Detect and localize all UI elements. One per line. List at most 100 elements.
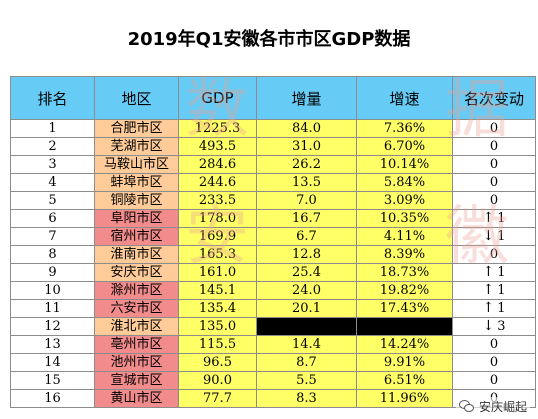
gdp-cell: 90.0 [178,371,257,390]
gdp-cell: 135.0 [178,317,257,336]
growth-rate-cell: 4.11% [356,227,453,246]
growth-rate-cell: 6.70% [356,137,453,156]
region-cell: 宣城市区 [94,371,179,390]
table-row: 14 池州市区 96.5 8.7 9.91% 0 [10,353,536,372]
gdp-cell: 1225.3 [178,119,257,138]
rank-change-value: 0 [489,121,499,136]
increment-cell: 7.0 [256,191,357,210]
gdp-cell: 284.6 [178,155,257,174]
rank-change-cell: ↑ 1 [452,263,536,282]
rank-change-cell: 0 [452,353,536,372]
growth-rate-cell: 8.39% [356,245,453,264]
table-row: 13 亳州市区 115.5 14.4 14.24% 0 [10,335,536,354]
rank-change-value: 0 [489,337,499,352]
rank-cell: 9 [10,263,95,282]
arrow-up-icon: ↑ [482,264,495,281]
table-row: 6 阜阳市区 178.0 16.7 10.35% ↑ 1 [10,209,536,228]
increment-cell: 26.2 [256,155,357,174]
increment-cell: 14.4 [256,335,357,354]
table-row: 15 宣城市区 90.0 5.5 6.51% 0 [10,371,536,390]
gdp-cell: 233.5 [178,191,257,210]
increment-cell: 84.0 [256,119,357,138]
gdp-cell: 96.5 [178,353,257,372]
rank-change-value: 0 [489,355,499,370]
region-cell: 宿州市区 [94,227,179,246]
wechat-icon [458,400,475,413]
rank-change-value: 1 [497,283,506,298]
increment-cell: 8.7 [256,353,357,372]
rank-cell: 6 [10,209,95,228]
rank-change-value: 1 [497,211,506,226]
gdp-cell: 493.5 [178,137,257,156]
gdp-cell: 135.4 [178,299,257,318]
rank-cell: 15 [10,371,95,390]
arrow-up-icon: ↑ [482,300,495,317]
header-rank-change: 名次变动 [452,76,536,120]
rank-change-cell: 0 [452,245,536,264]
header-growth-rate: 增速 [356,76,453,120]
rank-change-value: 0 [489,157,499,172]
rank-change-value: 0 [489,175,499,190]
increment-cell: 8.3 [256,389,357,408]
increment-cell: 25.4 [256,263,357,282]
growth-rate-cell: 6.51% [356,371,453,390]
growth-rate-cell: 10.14% [356,155,453,174]
rank-cell: 12 [10,317,95,336]
table-row: 2 芜湖市区 493.5 31.0 6.70% 0 [10,137,536,156]
region-cell: 铜陵市区 [94,191,179,210]
region-cell: 六安市区 [94,299,179,318]
table-row: 8 淮南市区 165.3 12.8 8.39% 0 [10,245,536,264]
increment-cell: 16.7 [256,209,357,228]
rank-change-value: 0 [489,247,499,262]
table-row: 3 马鞍山市区 284.6 26.2 10.14% 0 [10,155,536,174]
rank-change-cell: ↑ 1 [452,209,536,228]
growth-rate-cell: 5.84% [356,173,453,192]
table-row: 11 六安市区 135.4 20.1 17.43% ↑ 1 [10,299,536,318]
growth-rate-cell: 10.35% [356,209,453,228]
rank-change-cell: 0 [452,173,536,192]
arrow-up-icon: ↑ [482,282,495,299]
arrow-up-icon: ↑ [482,210,495,227]
header-rank: 排名 [10,76,95,120]
gdp-cell: 115.5 [178,335,257,354]
growth-rate-cell: 14.24% [356,335,453,354]
region-cell: 芜湖市区 [94,137,179,156]
growth-rate-cell: 11.96% [356,389,453,408]
region-cell: 淮南市区 [94,245,179,264]
gdp-cell: 145.1 [178,281,257,300]
page-title: 2019年Q1安徽各市市区GDP数据 [0,0,538,76]
rank-change-value: 0 [489,193,499,208]
increment-cell: 31.0 [256,137,357,156]
header-gdp: GDP [178,76,257,120]
rank-cell: 3 [10,155,95,174]
rank-change-cell: 0 [452,335,536,354]
region-cell: 马鞍山市区 [94,155,179,174]
rank-cell: 5 [10,191,95,210]
growth-rate-cell: 3.09% [356,191,453,210]
rank-cell: 13 [10,335,95,354]
arrow-down-icon: ↓ [482,228,495,245]
rank-cell: 16 [10,389,95,408]
table-row: 9 安庆市区 161.0 25.4 18.73% ↑ 1 [10,263,536,282]
rank-change-value: 0 [489,373,499,388]
region-cell: 阜阳市区 [94,209,179,228]
increment-cell: 5.5 [256,371,357,390]
rank-change-cell: 0 [452,137,536,156]
gdp-cell: 77.7 [178,389,257,408]
region-cell: 池州市区 [94,353,179,372]
increment-cell: 6.7 [256,227,357,246]
rank-cell: 8 [10,245,95,264]
rank-change-cell: 0 [452,371,536,390]
gdp-cell: 165.3 [178,245,257,264]
increment-cell: 12.8 [256,245,357,264]
region-cell: 滁州市区 [94,281,179,300]
growth-rate-cell: 19.82% [356,281,453,300]
rank-change-cell: ↑ 1 [452,299,536,318]
table-header-row: 排名 地区 GDP 增量 增速 名次变动 [10,76,536,120]
gdp-table: 排名 地区 GDP 增量 增速 名次变动 1 合肥市区 1225.3 84.0 7.36… [10,76,536,408]
increment-cell: 13.5 [256,173,357,192]
rank-change-value: 1 [497,301,506,316]
rank-cell: 11 [10,299,95,318]
rank-cell: 2 [10,137,95,156]
gdp-cell: 178.0 [178,209,257,228]
